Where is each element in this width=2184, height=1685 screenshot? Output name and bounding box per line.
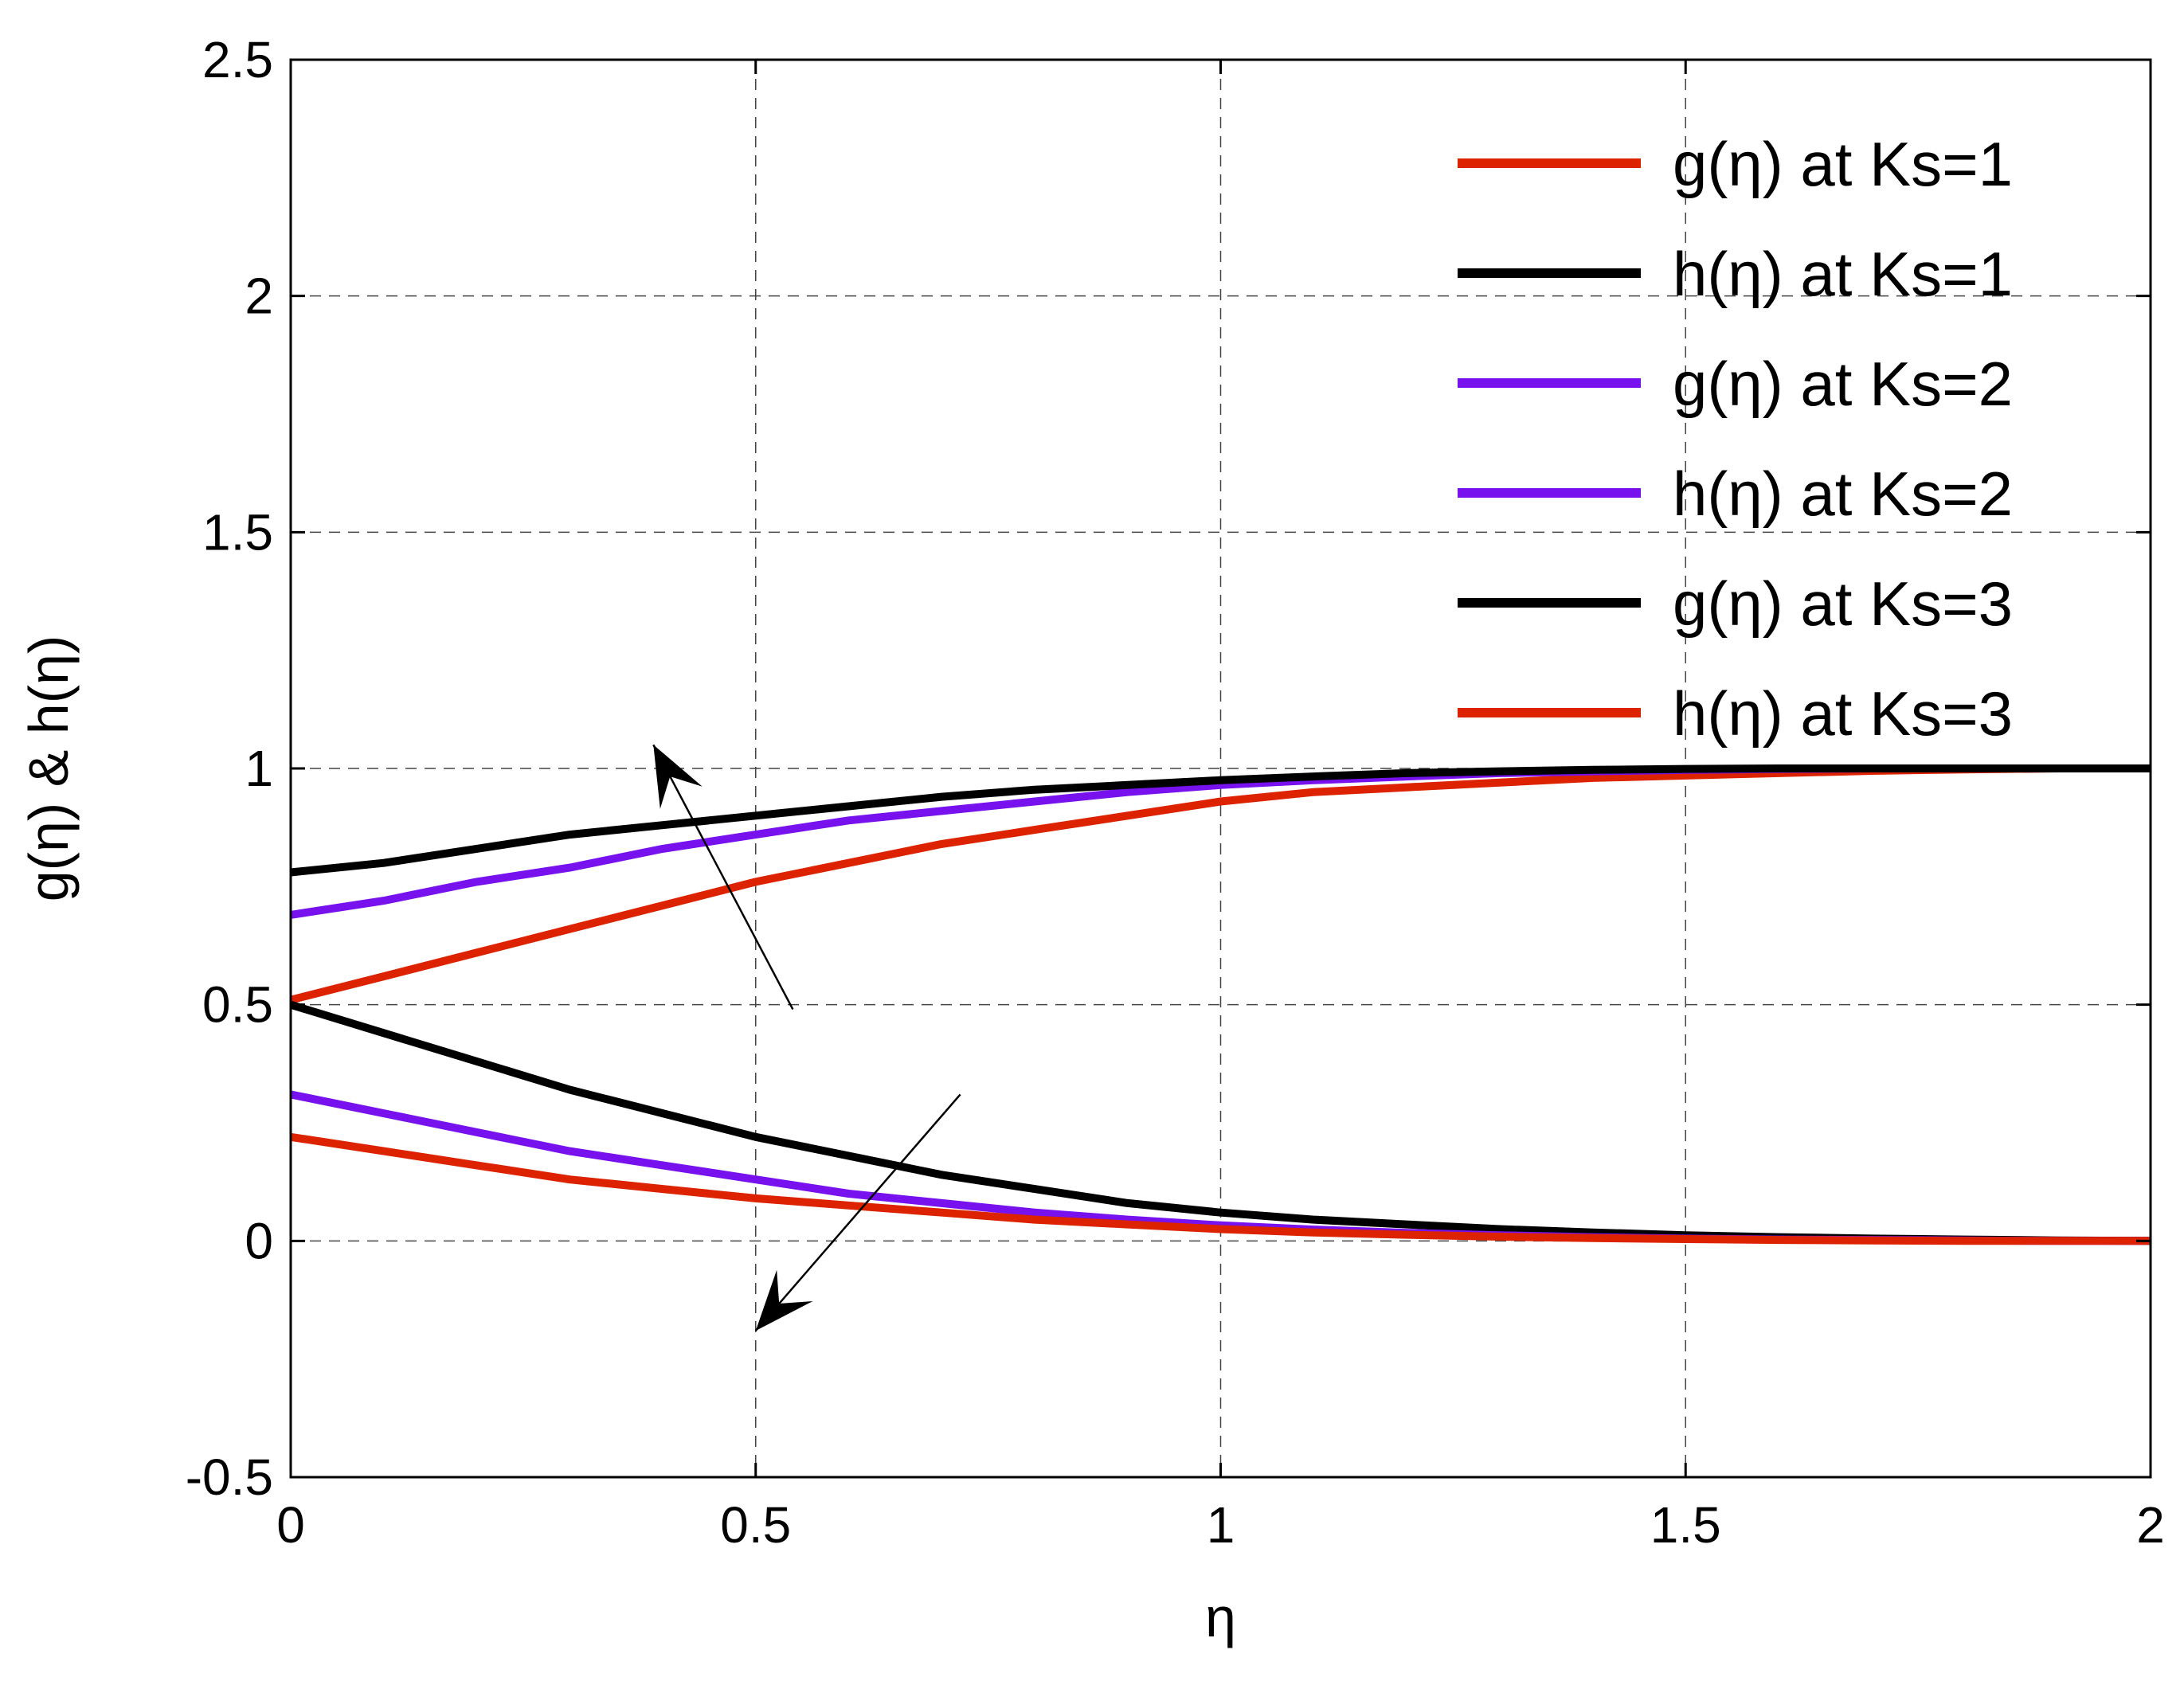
y-tick-label: 2.5 [202,31,273,88]
x-tick-label: 2 [2136,1496,2165,1554]
legend-label-4: h(η) at Ks=2 [1673,459,2013,529]
y-tick-label: 0.5 [202,976,273,1034]
annotation-arrow-head-1 [653,745,703,809]
annotation-arrow-line-1 [652,744,794,1011]
legend-label-2: h(η) at Ks=1 [1673,239,2013,309]
y-tick-label: 1 [245,740,273,797]
x-axis-label: η [1205,1586,1236,1648]
series-line-6 [290,1132,2151,1245]
legend: g(η) at Ks=1 h(η) at Ks=1 g(η) at Ks=2 h(η)… [1458,129,2013,749]
legend-label-5: g(η) at Ks=3 [1673,569,2013,639]
annotation-arrow-head-2 [755,1269,813,1331]
y-tick-label: 0 [245,1212,273,1269]
x-tick-label: 1 [1207,1496,1235,1554]
annotation-arrows [652,744,961,1331]
y-axis-label: g(η) & h(η) [18,635,80,902]
legend-label-6: h(η) at Ks=3 [1673,678,2013,749]
series-line-5 [290,764,2151,877]
y-tick-label: -0.5 [186,1448,273,1506]
x-tick-label: 1.5 [1650,1496,1721,1554]
x-tick-label: 0 [276,1496,305,1554]
y-tick-label: 1.5 [202,503,273,561]
legend-label-1: g(η) at Ks=1 [1673,129,2013,199]
legend-label-3: g(η) at Ks=2 [1673,349,2013,419]
series-group [289,764,2151,1245]
y-tick-label: 2 [245,268,273,325]
x-tick-label: 0.5 [720,1496,791,1554]
annotation-arrow-line-2 [754,1093,961,1331]
axis-ticks: 0 0.5 1 1.5 2-0.500.511.522.5 [186,31,2165,1554]
